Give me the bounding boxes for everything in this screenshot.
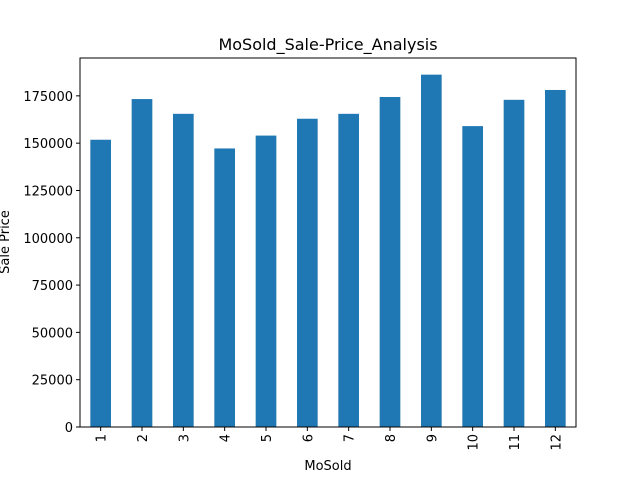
bar-1: [90, 139, 111, 428]
y-tick-label: 75000: [32, 279, 73, 294]
bar-8: [379, 96, 401, 427]
x-tick-label: 3: [177, 434, 192, 442]
chart-title: MoSold_Sale-Price_Analysis: [218, 35, 437, 55]
x-tick-label: 2: [136, 434, 151, 442]
bar-2: [131, 99, 153, 427]
bar-11: [503, 99, 525, 427]
x-tick-label: 1: [95, 434, 110, 442]
bar-9: [421, 74, 442, 427]
x-axis-label: MoSold: [304, 459, 351, 474]
bar-4: [214, 148, 235, 427]
y-tick-label: 50000: [32, 326, 73, 341]
y-tick-label: 125000: [23, 184, 73, 199]
bar-3: [173, 113, 194, 428]
x-tick-label: 7: [343, 434, 358, 442]
y-axis-label: Sale Price: [0, 210, 13, 274]
y-tick-label: 25000: [32, 374, 73, 389]
x-tick-label: 4: [219, 434, 234, 442]
y-tick-label: 0: [65, 421, 73, 436]
x-tick-label: 10: [467, 434, 482, 451]
y-tick-label: 100000: [23, 232, 73, 247]
x-tick-label: 9: [425, 434, 440, 442]
x-tick-label: 6: [301, 434, 316, 442]
x-tick-label: 8: [384, 434, 399, 442]
x-tick-label: 5: [260, 434, 275, 442]
y-tick-label: 175000: [23, 90, 73, 105]
bars-group: [90, 74, 566, 428]
x-axis-ticks: 1 2 3 4 5 6 7 8 9 10 11 12: [95, 427, 564, 451]
bar-5: [255, 135, 277, 428]
bar-10: [462, 126, 483, 427]
bar-12: [545, 89, 566, 427]
y-tick-label: 150000: [23, 137, 73, 152]
x-tick-label: 11: [508, 434, 523, 451]
plot-frame: [79, 57, 577, 428]
x-tick-label: 12: [549, 434, 564, 451]
bar-7: [338, 113, 359, 428]
bar-6: [297, 118, 318, 428]
y-axis-ticks: 0 25000 50000 75000 100000 125000 150000 175000: [23, 90, 80, 436]
